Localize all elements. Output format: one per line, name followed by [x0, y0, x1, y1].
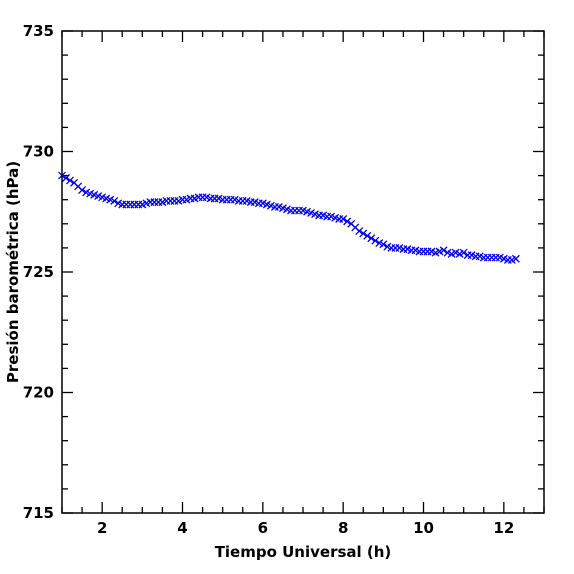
data-point: [367, 234, 376, 243]
y-tick-label: 725: [23, 263, 54, 281]
data-point: [379, 240, 388, 249]
data-point: [355, 227, 364, 235]
x-tick-label: 8: [338, 519, 348, 537]
x-tick-label: 12: [493, 519, 514, 537]
data-point: [66, 176, 74, 185]
plot-frame: [61, 30, 545, 514]
x-tick-label: 4: [177, 519, 187, 537]
y-tick-label: 720: [23, 384, 54, 402]
y-tick-label: 730: [23, 143, 54, 161]
data-point: [359, 229, 368, 238]
data-point: [459, 248, 468, 257]
y-tick-label: 715: [23, 504, 54, 522]
data-point: [110, 196, 119, 205]
tick-labels: 2 4 6 8 10 12 715 720 725 730 735: [23, 22, 515, 537]
data-point: [339, 215, 348, 223]
data-point: [363, 231, 372, 240]
data-point: [78, 186, 87, 195]
data-point: [62, 174, 70, 182]
data-point: [511, 254, 520, 263]
x-tick-label: 6: [258, 519, 268, 537]
y-axis-title: Presión barométrica (hPa): [4, 161, 22, 383]
x-axis-title: Tiempo Universal (h): [215, 543, 392, 561]
data-point: [343, 217, 352, 226]
data-point: [371, 236, 380, 245]
data-series: [58, 171, 520, 264]
x-tick-label: 2: [97, 519, 107, 537]
data-point: [439, 246, 448, 255]
axis-ticks: [61, 30, 545, 514]
y-tick-label: 735: [23, 22, 54, 40]
x-tick-label: 10: [413, 519, 434, 537]
